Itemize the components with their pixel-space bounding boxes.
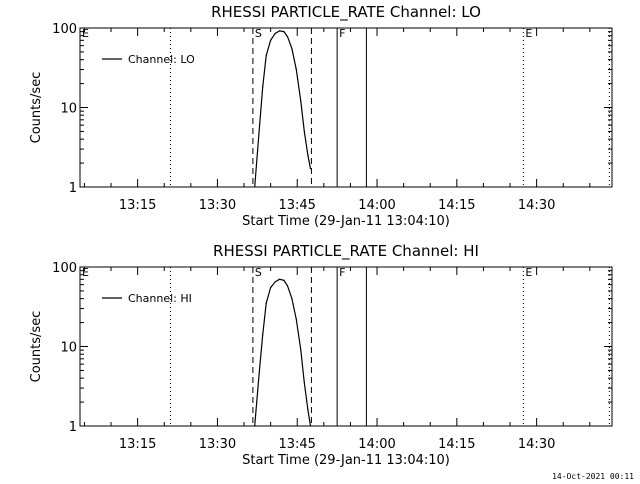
data-point [286,285,289,287]
x-tick-label: 13:30 [199,198,236,213]
data-point [295,318,297,320]
y-tick-label: 100 [52,261,77,276]
plot-footer: 14-Oct-2021 00:11 [552,466,634,484]
data-point [258,373,260,375]
data-point [283,31,285,33]
chart-panel-1: RHESSI PARTICLE_RATE Channel: LO 1 10 100 13… [29,3,613,229]
event-marker-label: F [339,27,345,40]
y-tick-label: 1 [69,181,77,196]
data-point [270,39,272,41]
data-point [262,334,264,336]
chart-panel-2: RHESSI PARTICLE_RATE Channel: HI 1 10 100 13… [29,242,613,468]
event-marker-label: E [82,27,89,40]
data-point [265,54,267,57]
x-tick-label: 13:45 [278,437,315,452]
event-marker-label: E [82,266,89,279]
x-tick-label: 14:15 [438,198,475,213]
data-point [254,425,256,427]
data-point [295,68,297,71]
x-tick-label: 14:00 [358,437,395,452]
data-point [283,279,285,281]
y-tick-label: 1 [69,420,77,435]
x-axis-label: Start Time (29-Jan-11 13:04:10) [242,453,450,468]
data-point [262,86,264,88]
y-tick-label: 100 [52,22,77,37]
x-tick-label: 14:30 [518,198,555,213]
event-marker-label: E [525,266,532,279]
y-tick-label: 10 [60,341,77,356]
data-point [286,35,289,38]
data-point [254,186,256,188]
x-tick-label: 13:30 [199,437,236,452]
chart-title: RHESSI PARTICLE_RATE Channel: LO [211,3,481,22]
x-tick-label: 14:00 [358,198,395,213]
data-point [309,168,312,170]
data-point [258,130,260,133]
event-marker-label: S [255,27,262,40]
data-point [278,278,281,280]
plot-frame [79,27,613,188]
data-point [300,349,302,351]
data-point [300,100,302,102]
y-axis-label: Counts/sec [29,311,44,383]
x-axis-label: Start Time (29-Jan-11 13:04:10) [242,214,450,229]
data-point [303,130,305,133]
data-point [303,382,305,384]
x-tick-label: 13:15 [119,437,156,452]
legend-label: Channel: HI [128,292,192,305]
y-axis-label: Counts/sec [29,72,44,144]
data-point [265,302,267,304]
data-point [278,30,281,32]
chart-legend: Channel: LO [102,53,195,66]
y-tick-label: 10 [60,102,77,117]
footer-timestamp: 14-Oct-2021 00:11 [552,472,634,481]
chart-title: RHESSI PARTICLE_RATE Channel: HI [213,242,479,261]
x-tick-label: 13:45 [278,198,315,213]
data-point [274,33,276,35]
series-line [254,278,312,427]
x-tick-label: 14:30 [518,437,555,452]
data-point [291,298,293,300]
data-point [307,154,309,156]
data-point [274,281,276,283]
legend-label: Channel: LO [128,53,195,66]
data-point [307,409,309,411]
event-marker-label: E [525,27,532,40]
plot-frame [79,266,613,427]
chart-legend: Channel: HI [102,292,192,305]
event-marker-label: S [255,266,262,279]
data-point [270,287,272,289]
data-point [309,425,312,427]
event-marker-label: F [339,266,345,279]
x-tick-label: 14:15 [438,437,475,452]
data-point [291,48,293,50]
x-tick-label: 13:15 [119,198,156,213]
series-line [254,30,312,188]
